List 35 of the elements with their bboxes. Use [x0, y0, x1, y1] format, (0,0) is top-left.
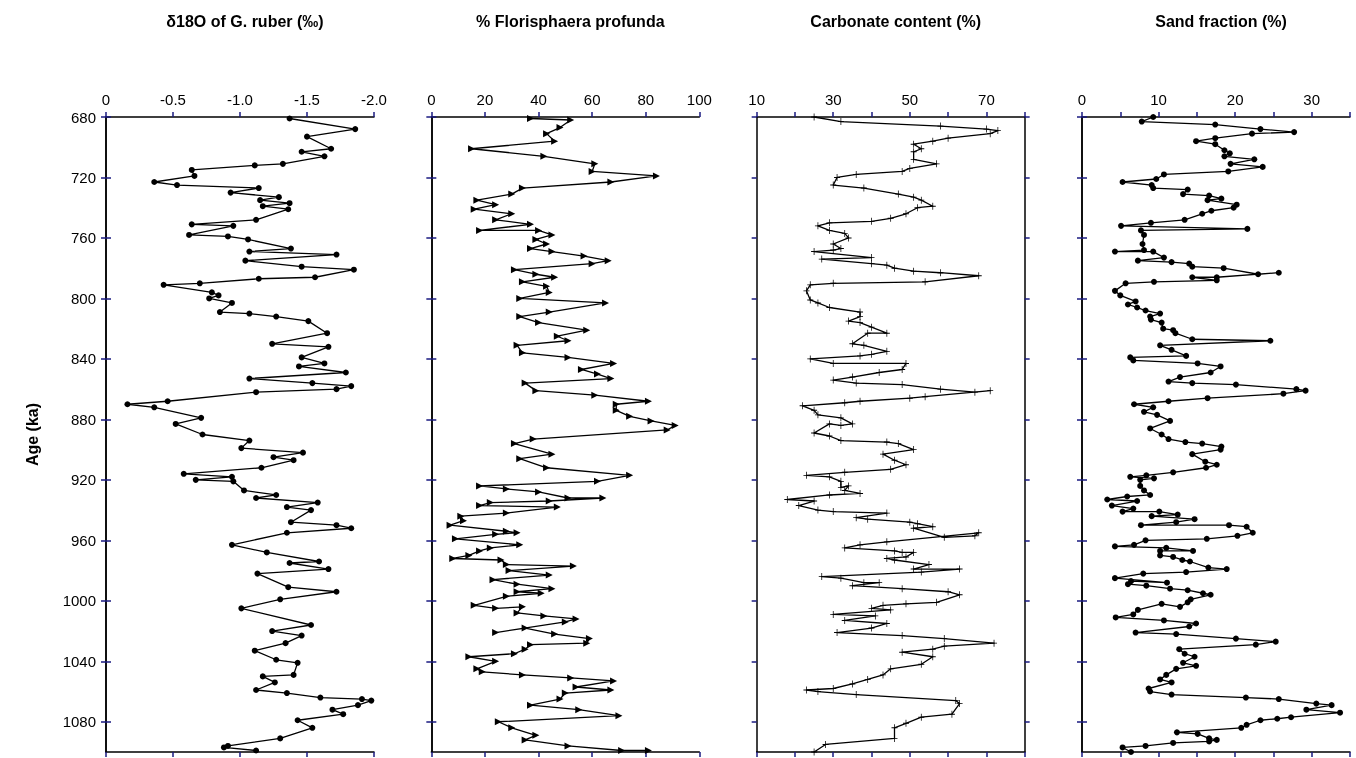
x-tick-label: -1.0: [227, 91, 253, 108]
y-tick-label: 840: [70, 350, 96, 368]
x-tick-label: -1.5: [294, 91, 320, 108]
x-tick-label: 100: [686, 91, 712, 108]
y-tick-label: 760: [70, 229, 96, 247]
x-tick-label: 20: [1226, 91, 1244, 108]
chart-title: δ18O of G. ruber (‰): [166, 12, 324, 30]
y-axis-title: Age (ka): [23, 402, 41, 467]
x-tick-label: 80: [637, 91, 655, 108]
x-tick-label: -2.0: [361, 91, 387, 108]
x-tick-label: 10: [748, 91, 766, 108]
y-tick-label: 920: [70, 471, 96, 489]
x-tick-label: -0.5: [160, 91, 186, 108]
chart-title: % Florisphaera profunda: [476, 12, 665, 30]
x-tick-label: 60: [583, 91, 601, 108]
x-tick-label: 50: [901, 91, 919, 108]
y-tick-label: 720: [70, 168, 96, 186]
x-tick-label: 10: [1150, 91, 1167, 108]
y-tick-label: 800: [70, 289, 96, 307]
y-tick-label: 960: [70, 531, 96, 549]
x-tick-label: 40: [530, 91, 547, 108]
x-tick-label: 0: [1077, 91, 1087, 108]
y-tick-label: 1080: [62, 713, 96, 731]
chart-title: Sand fraction (%): [1155, 12, 1287, 30]
y-tick-label: 680: [70, 108, 96, 126]
x-tick-label: 70: [978, 91, 995, 108]
chart-title: Carbonate content (%): [810, 12, 981, 30]
x-tick-label: 30: [1303, 91, 1321, 108]
x-tick-label: 0: [101, 91, 111, 108]
x-tick-label: 30: [824, 91, 842, 108]
x-tick-label: 0: [427, 91, 436, 108]
x-tick-label: 20: [476, 91, 494, 108]
y-tick-label: 1000: [62, 592, 96, 610]
y-tick-label: 880: [70, 410, 96, 428]
y-tick-label: 1040: [62, 652, 96, 670]
